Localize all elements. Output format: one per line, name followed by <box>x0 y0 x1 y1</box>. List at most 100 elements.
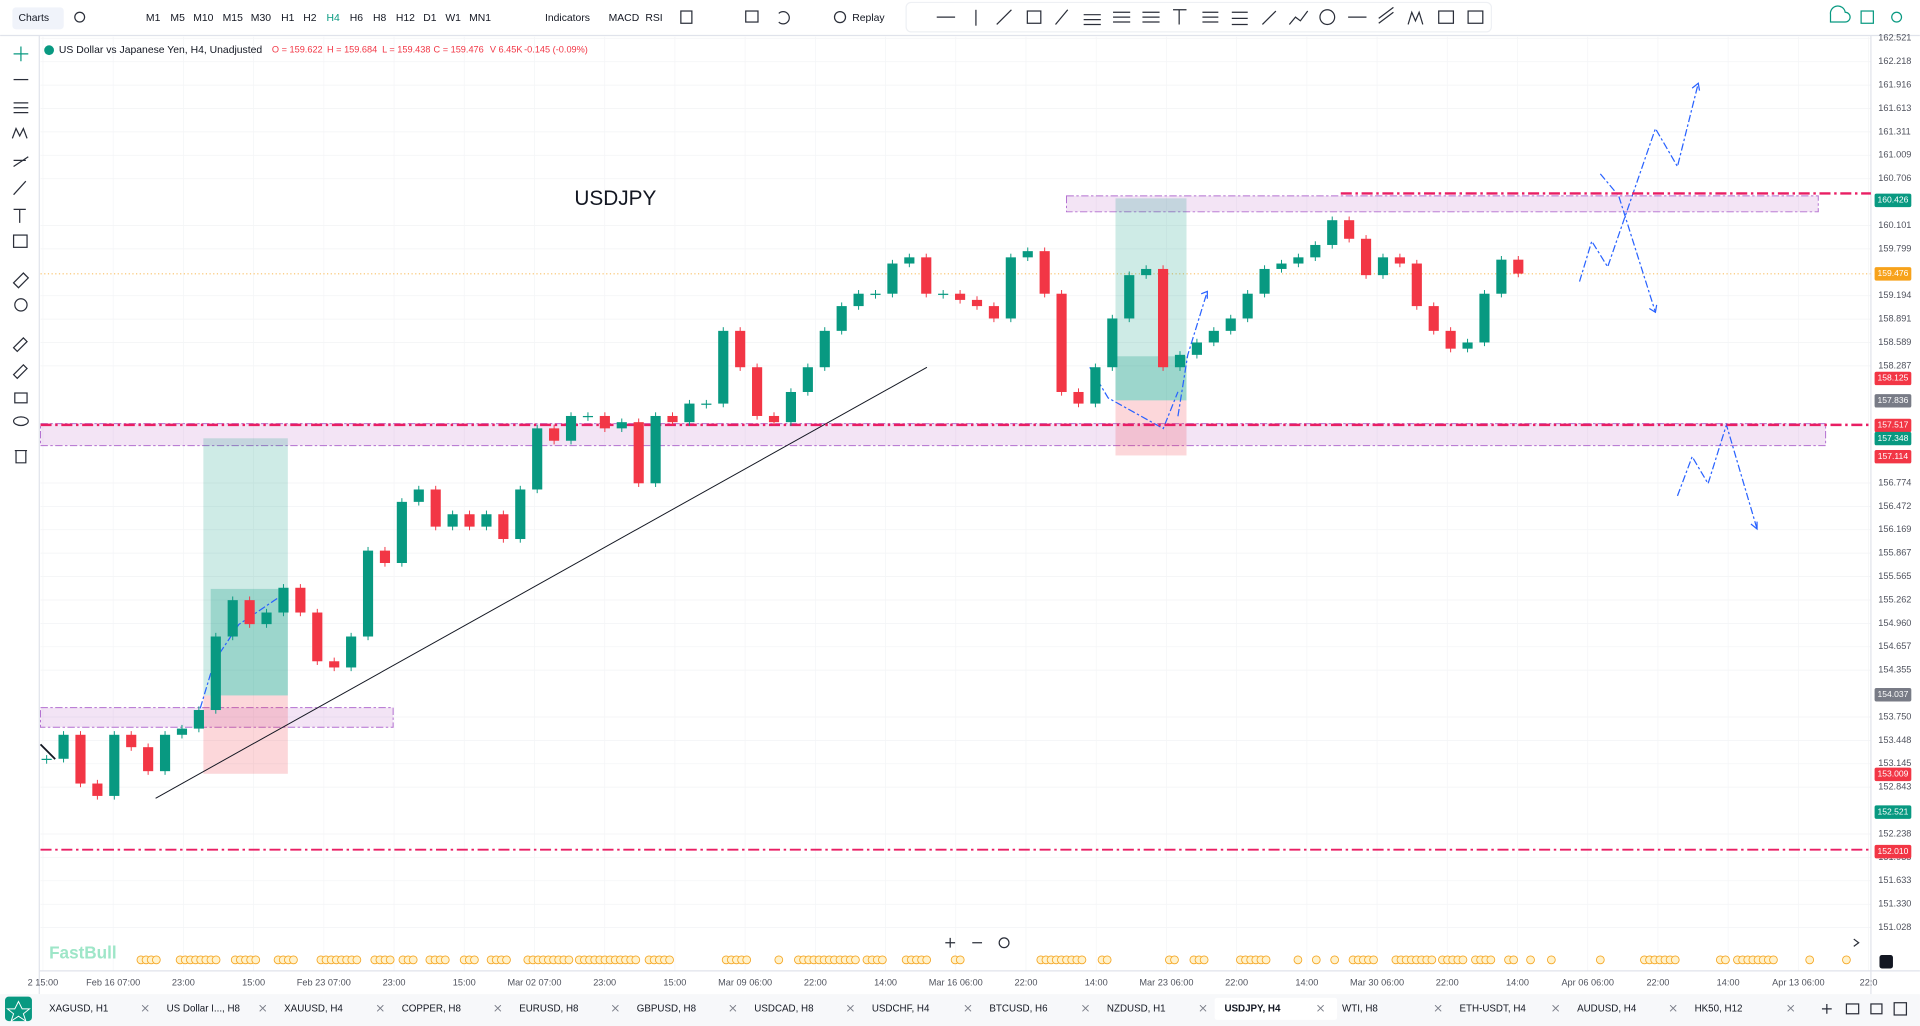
menu-label[interactable]: Charts <box>18 13 49 24</box>
event-icon[interactable] <box>408 955 418 965</box>
tool-channel[interactable] <box>1083 14 1101 26</box>
timeframe-button[interactable]: M30 <box>251 13 271 24</box>
event-icon[interactable] <box>1842 955 1851 965</box>
template-icon[interactable] <box>680 10 693 24</box>
tab-close[interactable] <box>259 1004 267 1012</box>
event-icon[interactable] <box>1769 955 1778 965</box>
timeframe-button[interactable]: MN1 <box>469 13 491 24</box>
tool-icons[interactable] <box>12 234 28 248</box>
tab-close[interactable] <box>141 1004 149 1012</box>
timeframe-button[interactable]: H8 <box>373 13 387 24</box>
event-icon[interactable] <box>1102 955 1112 965</box>
timeframe-button[interactable]: M15 <box>223 13 243 24</box>
event-icon[interactable] <box>1670 955 1680 965</box>
tab-close[interactable] <box>1082 1004 1089 1012</box>
tab-close[interactable] <box>1552 1004 1560 1012</box>
reset-view[interactable] <box>998 937 1010 949</box>
tool-lock[interactable] <box>14 392 28 404</box>
settings-icon[interactable] <box>1891 11 1903 23</box>
tab[interactable]: HK50, H12 <box>1695 1003 1743 1014</box>
tool-pattern[interactable] <box>1202 11 1219 23</box>
event-icon[interactable] <box>631 955 641 965</box>
replay-icon[interactable] <box>833 11 847 24</box>
tool-fib[interactable] <box>1113 11 1131 23</box>
tool-magnet[interactable] <box>12 337 28 353</box>
event-icon[interactable] <box>1077 955 1087 965</box>
event-icon[interactable] <box>251 955 261 965</box>
tool-pattern[interactable] <box>11 127 28 139</box>
menu-button[interactable] <box>12 7 64 30</box>
timeframe-button[interactable]: H2 <box>303 13 317 24</box>
snapshot-icon[interactable] <box>745 10 759 23</box>
event-icon[interactable] <box>289 955 298 965</box>
event-icon[interactable] <box>1721 955 1730 965</box>
event-icon[interactable] <box>1170 955 1179 965</box>
event-icon[interactable] <box>922 955 932 965</box>
scroll-right[interactable] <box>1853 938 1860 947</box>
tool-hide[interactable] <box>12 416 29 427</box>
tab[interactable]: GBPUSD, H8 <box>637 1003 697 1014</box>
event-icon[interactable] <box>1369 955 1378 965</box>
tool-prediction[interactable] <box>1231 11 1248 26</box>
tab[interactable]: AUDUSD, H4 <box>1577 1003 1637 1014</box>
fullscreen-button[interactable] <box>1893 1002 1908 1016</box>
event-icon[interactable] <box>665 955 674 965</box>
event-icon[interactable] <box>1293 955 1303 965</box>
event-icon[interactable] <box>1427 955 1437 965</box>
undo-icon[interactable] <box>778 11 790 25</box>
tool-delete[interactable] <box>14 449 28 464</box>
tool-forecast[interactable] <box>1467 10 1484 24</box>
event-icon[interactable] <box>1595 955 1605 965</box>
event-icon[interactable] <box>564 955 574 965</box>
tool-crosshair[interactable] <box>13 46 29 62</box>
event-icon[interactable] <box>211 955 221 965</box>
cloud-icon[interactable] <box>1829 5 1851 23</box>
layout-button[interactable] <box>1845 1003 1860 1015</box>
zoom-in[interactable] <box>945 937 956 948</box>
indicators-button[interactable]: Indicators <box>545 13 590 24</box>
event-icon[interactable] <box>1509 955 1518 965</box>
tool-measure[interactable] <box>1438 10 1455 24</box>
tool-prediction[interactable] <box>13 156 29 168</box>
event-icon[interactable] <box>1486 955 1496 965</box>
event-icon[interactable] <box>851 955 860 965</box>
study-button[interactable]: RSI <box>645 13 662 24</box>
timeframe-button[interactable]: H6 <box>350 13 364 24</box>
timeframe-button[interactable]: D1 <box>423 13 437 24</box>
tool-ruler[interactable] <box>12 272 30 289</box>
minimize-button[interactable] <box>1870 1003 1883 1015</box>
timeframe-button[interactable]: M1 <box>146 13 161 24</box>
tool-ellipse[interactable] <box>1319 9 1336 26</box>
tool-parallel[interactable] <box>1378 6 1394 24</box>
event-icon[interactable] <box>1805 955 1815 965</box>
auto-scale[interactable] <box>1879 954 1893 969</box>
tool-text[interactable] <box>1173 9 1187 25</box>
event-icon[interactable] <box>151 955 161 965</box>
timeframe-button[interactable]: W1 <box>445 13 461 24</box>
tab-close[interactable] <box>964 1004 972 1012</box>
timeframe-button[interactable]: M5 <box>170 13 185 24</box>
tool-brush[interactable] <box>13 180 27 196</box>
tab-close[interactable] <box>729 1004 737 1012</box>
tab-close[interactable] <box>1199 1004 1207 1012</box>
tab[interactable]: XAGUSD, H1 <box>49 1003 108 1014</box>
add-tab[interactable] <box>1821 1003 1832 1014</box>
replay-button[interactable]: Replay <box>852 13 885 24</box>
event-icon[interactable] <box>1458 955 1468 965</box>
tool-arrow[interactable] <box>1261 10 1277 25</box>
event-icon[interactable] <box>470 955 479 965</box>
event-icon[interactable] <box>502 955 511 965</box>
tab-close[interactable] <box>1669 1004 1677 1012</box>
study-button[interactable]: MACD <box>609 13 640 24</box>
search-icon[interactable] <box>74 11 86 23</box>
tab-close[interactable] <box>376 1004 384 1012</box>
timeframe-button[interactable]: M10 <box>193 13 213 24</box>
event-icon[interactable] <box>878 955 887 965</box>
event-icon[interactable] <box>1547 955 1556 965</box>
tool-fib[interactable] <box>13 102 29 114</box>
event-icon[interactable] <box>352 955 362 965</box>
event-icon[interactable] <box>742 955 752 965</box>
tab[interactable]: WTI, H8 <box>1342 1003 1378 1014</box>
tool-path[interactable] <box>1288 10 1309 25</box>
tool-stay-draw[interactable] <box>12 363 28 380</box>
